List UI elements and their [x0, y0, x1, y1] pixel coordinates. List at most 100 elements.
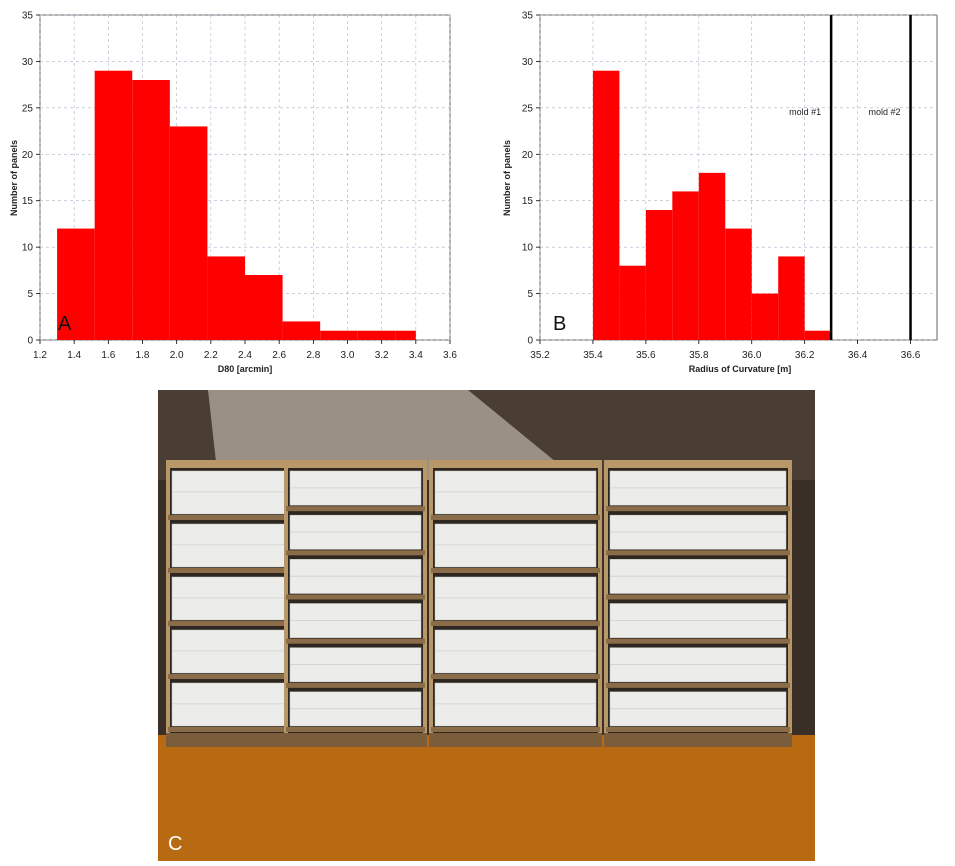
histogram-bar [725, 228, 752, 340]
shelf-board [286, 506, 425, 512]
shelf-board [431, 515, 600, 520]
x-tick-label: 2.8 [306, 350, 320, 361]
x-tick-label: 3.0 [341, 350, 355, 361]
photo-illustration: C [158, 390, 815, 861]
histogram-bar [698, 172, 726, 340]
histogram-bar [57, 228, 95, 340]
x-tick-label: 35.6 [636, 350, 656, 361]
bars [57, 70, 416, 340]
x-ticks: 35.2 35.4 35.6 35.8 36.0 36.2 36.4 36.6 [530, 340, 921, 361]
histogram-radius: mold #1 mold #2 35.2 35.4 35.6 35.8 36.0 36.2 3… [500, 0, 955, 375]
rack-interior [288, 468, 423, 733]
shelf-board [168, 621, 290, 626]
x-tick-label: 3.4 [409, 350, 423, 361]
stored-panel [171, 576, 287, 621]
ceiling-ramp [208, 390, 578, 480]
x-tick-label: 36.6 [901, 350, 921, 361]
x-tick-label: 2.4 [238, 350, 252, 361]
stored-panel [434, 682, 597, 727]
panel-label-b: B [553, 313, 566, 335]
shelf-board [286, 550, 425, 556]
shelf-board [168, 674, 290, 679]
stored-panel [434, 576, 597, 621]
shelf-board [431, 568, 600, 573]
chart-b-svg: mold #1 mold #2 35.2 35.4 35.6 35.8 36.0 36.2 3… [502, 11, 938, 374]
y-tick-label: 35 [22, 11, 34, 22]
x-tick-label: 3.6 [443, 350, 457, 361]
shelf-board [606, 506, 790, 512]
shelf-board [168, 515, 290, 520]
y-ticks: 0 5 10 15 20 25 30 35 [522, 11, 540, 347]
y-tick-label: 10 [522, 243, 534, 254]
histogram-bar [320, 330, 358, 340]
stored-panel [434, 470, 597, 515]
x-tick-label: 1.6 [101, 350, 115, 361]
shelf-board [606, 682, 790, 688]
histogram-bar [245, 275, 283, 340]
y-tick-label: 25 [522, 103, 534, 114]
y-tick-label: 0 [27, 336, 33, 347]
histogram-bar [778, 256, 805, 340]
shelf-board [431, 674, 600, 679]
rack-pallet [166, 733, 292, 747]
x-tick-label: 35.4 [583, 350, 603, 361]
histogram-bar [804, 330, 832, 340]
panel-label-a: A [58, 313, 72, 335]
mold-line-label: mold #1 [789, 107, 821, 117]
bars [592, 70, 832, 340]
rack-interior [608, 468, 788, 733]
shelf-board [168, 727, 290, 732]
histogram-bar [751, 293, 779, 340]
x-tick-label: 35.8 [689, 350, 709, 361]
shelf-board [286, 594, 425, 600]
histogram-bar [169, 126, 208, 340]
histogram-bar [592, 70, 620, 340]
mold-lines: mold #1 mold #2 [789, 15, 912, 340]
panel-label-c: C [168, 833, 182, 855]
shelf-board [286, 727, 425, 732]
y-tick-label: 0 [527, 336, 533, 347]
mold-line-label: mold #2 [869, 107, 901, 117]
stored-panel [171, 629, 287, 674]
shelf-board [606, 550, 790, 556]
histogram-bar [619, 265, 646, 340]
y-tick-label: 10 [22, 243, 34, 254]
shelf-board [431, 621, 600, 626]
y-tick-label: 20 [22, 150, 34, 161]
y-tick-label: 35 [522, 11, 534, 22]
y-ticks: 0 5 10 15 20 25 30 35 [22, 11, 40, 347]
histogram-bar [672, 191, 699, 340]
histogram-bar [132, 80, 170, 340]
x-tick-label: 2.6 [272, 350, 286, 361]
shelf-board [168, 568, 290, 573]
storage-racks [166, 460, 792, 747]
x-tick-label: 3.2 [375, 350, 389, 361]
y-axis-label: Number of panels [9, 140, 19, 216]
chart-a-svg: 1.2 1.4 1.6 1.8 2.0 2.2 2.4 2.6 2.8 3.0 3.2 3.4 3.6 … [9, 11, 457, 375]
shelf-board [286, 682, 425, 688]
y-tick-label: 30 [22, 57, 34, 68]
y-tick-label: 30 [522, 57, 534, 68]
y-axis-label: Number of panels [502, 140, 512, 216]
stored-panel [171, 523, 287, 568]
shelf-board [606, 727, 790, 732]
histogram-bar [645, 210, 673, 340]
y-tick-label: 15 [522, 196, 534, 207]
x-tick-label: 36.2 [795, 350, 815, 361]
x-tick-label: 36.0 [742, 350, 762, 361]
stored-panel [171, 682, 287, 727]
shelf-board [606, 594, 790, 600]
y-tick-label: 20 [522, 150, 534, 161]
shelf-board [606, 638, 790, 644]
stored-panel [171, 470, 287, 515]
histogram-bar [207, 256, 245, 340]
floor [158, 735, 815, 861]
histogram-d80: 1.2 1.4 1.6 1.8 2.0 2.2 2.4 2.6 2.8 3.0 3.2 3.4 3.6 … [0, 0, 470, 375]
y-tick-label: 25 [22, 103, 34, 114]
x-tick-label: 1.4 [67, 350, 81, 361]
x-tick-label: 2.0 [170, 350, 184, 361]
x-tick-label: 1.2 [33, 350, 47, 361]
histogram-bar [94, 70, 133, 340]
y-tick-label: 15 [22, 196, 34, 207]
x-axis-label: Radius of Curvature [m] [689, 364, 792, 374]
